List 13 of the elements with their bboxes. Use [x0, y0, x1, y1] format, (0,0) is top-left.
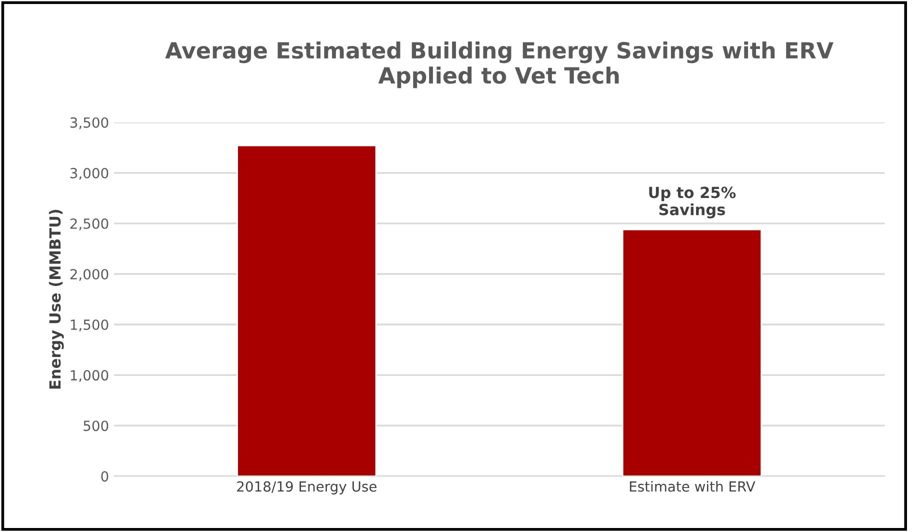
y-axis-title: Energy Use (MMBTU) — [48, 210, 64, 389]
y-tick-label: 3,000 — [70, 168, 108, 180]
y-tick-label: 2,500 — [70, 218, 108, 230]
x-tick-label: Estimate with ERV — [630, 481, 756, 492]
y-tick-label: 3,500 — [70, 117, 108, 130]
y-tick-label: 0 — [101, 471, 108, 482]
y-tick-label: 1,500 — [70, 319, 108, 332]
y-tick-label: 1,000 — [70, 370, 108, 382]
x-tick-label: 2018/19 Energy Use — [237, 481, 376, 494]
y-tick-label: 2,000 — [70, 268, 108, 281]
annotation: Up to 25% Savings — [649, 186, 736, 218]
y-tick-label: 500 — [84, 420, 108, 432]
chart-title: Average Estimated Building Energy Savings with ERV Applied to Vet Tech — [165, 42, 834, 88]
